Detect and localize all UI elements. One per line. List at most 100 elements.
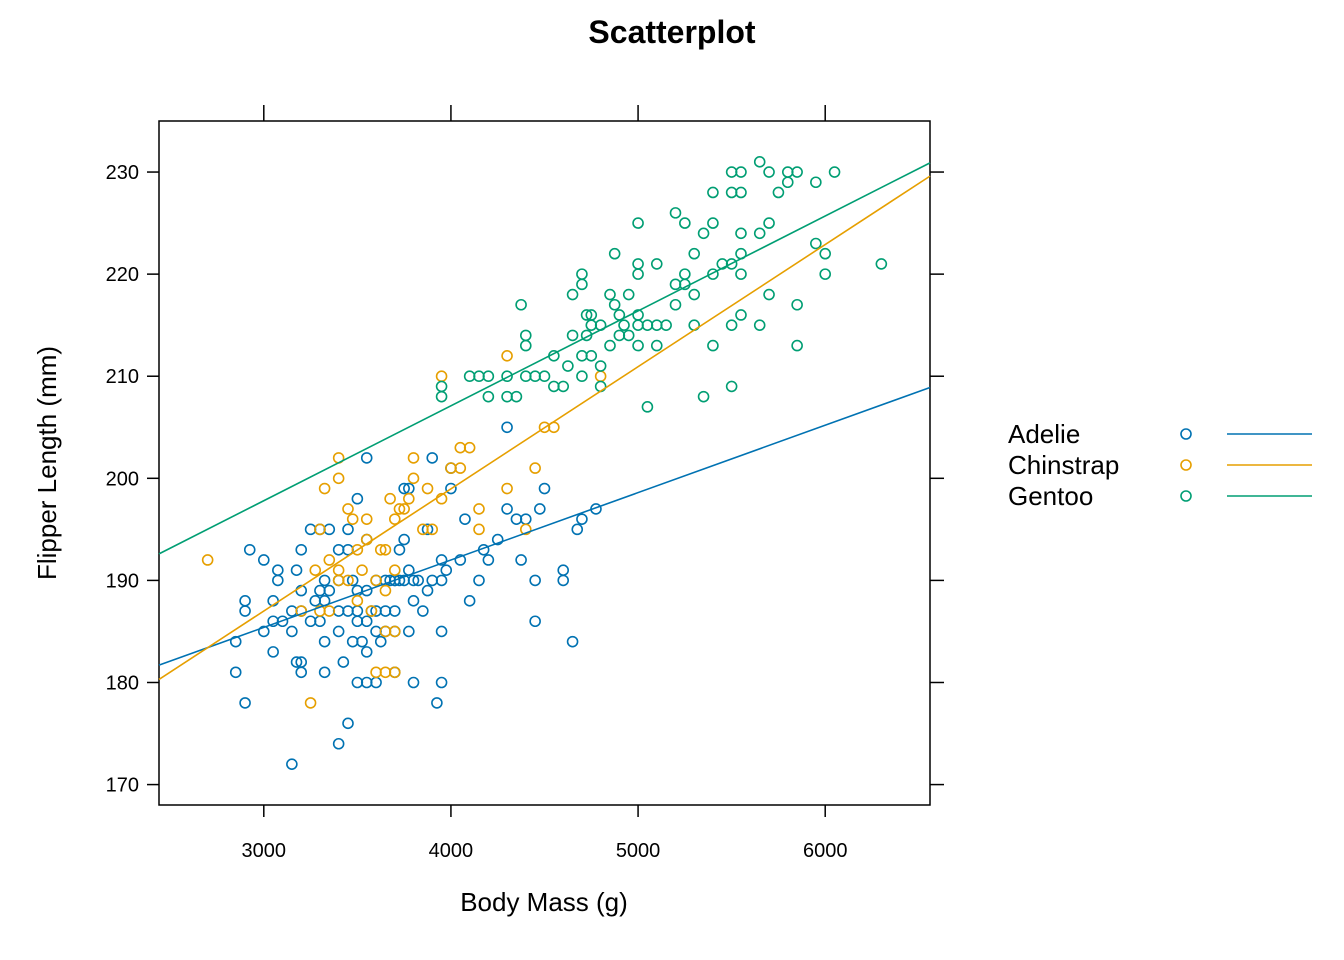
legend-label-chinstrap: Chinstrap [1008,450,1119,480]
point-chinstrap [388,666,401,679]
point-chinstrap [519,523,532,536]
point-gentoo [548,380,560,393]
point-adelie [379,605,392,617]
legend-label-adelie: Adelie [1008,419,1080,449]
point-chinstrap [356,564,368,576]
point-adelie [272,564,284,576]
point-chinstrap [295,605,308,617]
point-chinstrap [304,697,317,709]
point-adelie [370,676,382,689]
y-tick-label: 170 [106,775,139,797]
point-gentoo [735,186,747,199]
point-chinstrap [379,543,392,556]
point-adelie [267,646,279,658]
point-adelie [491,533,504,546]
point-gentoo [781,176,794,189]
point-gentoo [791,339,803,352]
point-adelie [332,543,345,556]
point-chinstrap [388,564,401,576]
point-gentoo [819,247,832,260]
point-gentoo [641,401,654,413]
point-adelie [314,615,326,628]
point-adelie [459,513,471,525]
point-adelie [515,554,527,566]
point-chinstrap [388,625,401,638]
point-adelie [332,625,345,638]
point-gentoo [585,350,598,362]
point-chinstrap [351,543,364,556]
fit-line-adelie [158,386,931,666]
point-chinstrap [379,584,392,597]
point-gentoo [435,380,448,393]
point-adelie [403,625,415,638]
point-adelie [295,656,308,668]
point-adelie [332,605,345,617]
point-adelie [529,615,541,628]
point-gentoo [688,247,701,260]
legend-marker-gentoo [1180,490,1192,502]
point-gentoo [791,298,803,311]
point-adelie [332,737,345,750]
point-chinstrap [332,472,345,485]
point-adelie [529,574,541,587]
point-adelie [351,676,364,689]
point-chinstrap [388,513,401,525]
point-gentoo [735,268,747,280]
point-adelie [323,584,336,597]
point-gentoo [763,166,775,178]
point-chinstrap [342,574,354,587]
point-chinstrap [398,503,410,515]
point-adelie [360,584,373,597]
point-gentoo [810,237,822,250]
point-adelie [290,564,303,576]
point-gentoo [632,309,644,321]
point-gentoo [519,329,532,342]
point-adelie [360,615,373,628]
x-axis-title: Body Mass (g) [460,887,628,917]
legend-label-gentoo: Gentoo [1008,481,1093,511]
point-adelie [314,584,326,597]
point-gentoo [735,309,747,321]
point-gentoo [613,329,626,342]
point-adelie [482,554,495,566]
point-gentoo [576,268,588,280]
point-adelie [421,584,434,597]
point-gentoo [679,217,691,229]
point-chinstrap [365,605,378,617]
point-gentoo [580,329,593,342]
point-gentoo [819,268,832,280]
fit-line-gentoo [158,162,931,555]
point-gentoo [529,370,541,383]
y-tick-label: 220 [106,264,139,286]
point-gentoo [482,370,495,383]
point-adelie [318,666,331,679]
point-gentoo [753,227,766,240]
point-gentoo [669,298,682,311]
point-adelie [388,605,401,617]
point-gentoo [632,217,644,229]
point-gentoo [697,390,710,403]
point-adelie [417,605,429,617]
point-adelie [342,523,354,536]
point-adelie [426,452,439,464]
point-chinstrap [351,595,364,607]
point-adelie [566,635,579,648]
point-adelie [431,697,443,709]
point-chinstrap [594,370,607,383]
point-chinstrap [501,350,513,362]
point-adelie [519,513,532,525]
point-gentoo [608,247,621,260]
point-gentoo [772,186,785,199]
point-gentoo [580,309,593,321]
point-gentoo [538,370,551,383]
point-adelie [304,615,317,628]
point-chinstrap [318,482,331,495]
point-chinstrap [473,523,485,536]
point-gentoo [519,339,532,352]
point-adelie [295,543,308,556]
point-adelie [435,554,448,566]
point-adelie [426,574,439,587]
point-adelie [454,554,467,566]
